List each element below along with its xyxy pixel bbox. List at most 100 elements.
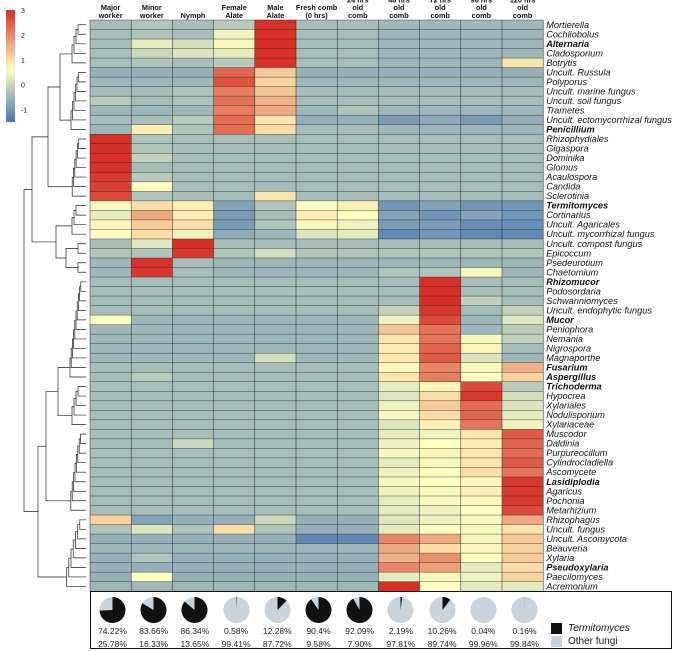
dendrogram-branch bbox=[80, 281, 86, 292]
heatmap-cell bbox=[213, 334, 256, 344]
heatmap-cell bbox=[337, 267, 379, 278]
heatmap-cell bbox=[296, 438, 338, 449]
heatmap-cell bbox=[460, 457, 503, 468]
heatmap-cell bbox=[254, 115, 297, 126]
heatmap-cell bbox=[213, 296, 256, 306]
pie-pct-termitomyces: 0.58% bbox=[224, 626, 249, 636]
row-label: Nigrospora bbox=[546, 343, 591, 353]
heatmap-cell bbox=[419, 562, 462, 573]
heatmap-cell bbox=[460, 305, 503, 316]
heatmap-cell bbox=[90, 143, 132, 154]
heatmap-cell bbox=[296, 67, 338, 78]
color-scale-tick: 3 bbox=[21, 8, 25, 15]
heatmap-cell bbox=[419, 200, 462, 211]
heatmap-cell bbox=[378, 48, 420, 59]
heatmap-cell bbox=[254, 77, 297, 87]
heatmap-cell bbox=[131, 277, 173, 287]
heatmap-cell bbox=[337, 20, 379, 30]
heatmap-cell bbox=[337, 391, 379, 402]
pie-svg bbox=[470, 597, 497, 623]
row-label: Rhizomucor bbox=[546, 277, 600, 287]
heatmap-cell bbox=[172, 315, 214, 325]
heatmap-cell bbox=[502, 153, 544, 164]
heatmap-cell bbox=[213, 343, 256, 354]
row-label: Xylariales bbox=[545, 401, 586, 411]
heatmap-cell bbox=[213, 48, 256, 59]
heatmap-cell bbox=[337, 219, 379, 230]
heatmap-cell bbox=[337, 210, 379, 221]
heatmap-cell bbox=[296, 191, 338, 202]
heatmap-cell bbox=[254, 572, 297, 582]
heatmap-cell bbox=[90, 248, 132, 259]
heatmap-cell bbox=[378, 86, 420, 97]
heatmap-cell bbox=[337, 572, 379, 582]
heatmap-cell bbox=[254, 153, 297, 164]
heatmap-cell bbox=[296, 581, 338, 592]
heatmap-cell bbox=[90, 581, 132, 592]
heatmap-cell bbox=[337, 448, 379, 459]
legend-swatch bbox=[551, 623, 562, 634]
heatmap-cell bbox=[131, 467, 173, 478]
heatmap-cell bbox=[419, 210, 462, 221]
color-scale-tick: -1 bbox=[21, 108, 27, 115]
heatmap-cell bbox=[213, 476, 256, 487]
heatmap-cell bbox=[378, 58, 420, 68]
heatmap-cell bbox=[254, 372, 297, 383]
heatmap-cell bbox=[254, 486, 297, 497]
dendrogram-branch bbox=[74, 158, 86, 178]
heatmap-cell bbox=[131, 134, 173, 145]
heatmap-cell bbox=[296, 96, 338, 106]
heatmap-cell bbox=[337, 410, 379, 421]
pie-pct-termitomyces: 2.19% bbox=[388, 626, 413, 636]
dendrogram-branch bbox=[78, 438, 86, 454]
heatmap-cell bbox=[254, 229, 297, 240]
heatmap-cell bbox=[419, 372, 462, 383]
heatmap-cell bbox=[90, 486, 132, 497]
heatmap-cell bbox=[378, 534, 420, 544]
heatmap-cell bbox=[254, 143, 297, 154]
dendrogram-branch bbox=[77, 262, 86, 273]
heatmap-cell bbox=[254, 238, 297, 249]
heatmap-cell bbox=[378, 553, 420, 563]
heatmap-cell bbox=[337, 248, 379, 259]
heatmap-cell bbox=[337, 172, 379, 183]
heatmap-cell bbox=[213, 534, 256, 544]
heatmap-cell bbox=[378, 277, 420, 287]
heatmap-cell bbox=[172, 296, 214, 306]
heatmap-cell bbox=[337, 286, 379, 297]
row-label: Cochliobolus bbox=[546, 29, 599, 39]
row-label: Polyporus bbox=[546, 77, 587, 87]
pie-pct-other: 97.81% bbox=[386, 639, 416, 649]
heatmap-cell bbox=[502, 67, 544, 78]
heatmap-cell bbox=[378, 381, 420, 392]
heatmap-cell bbox=[90, 67, 132, 78]
row-label: Peniophora bbox=[546, 324, 593, 334]
heatmap-cell bbox=[172, 77, 214, 87]
heatmap-cell bbox=[213, 286, 256, 297]
pie-chart bbox=[380, 592, 421, 631]
dendrogram-branch bbox=[31, 136, 56, 243]
heatmap-cell bbox=[254, 296, 297, 306]
row-label: Metarhizium bbox=[546, 505, 596, 515]
heatmap-cell bbox=[90, 381, 132, 392]
heatmap-cell bbox=[378, 543, 420, 554]
heatmap-cell bbox=[502, 77, 544, 87]
heatmap-cell bbox=[131, 324, 173, 335]
heatmap-cell bbox=[131, 315, 173, 325]
heatmap-cell bbox=[460, 476, 503, 487]
heatmap-cell bbox=[131, 400, 173, 411]
heatmap-cell bbox=[337, 486, 379, 497]
heatmap-cell bbox=[419, 581, 462, 592]
heatmap-cell bbox=[337, 29, 379, 40]
pie-svg bbox=[181, 597, 208, 623]
heatmap-cell bbox=[254, 277, 297, 287]
heatmap-cell bbox=[502, 457, 544, 468]
heatmap-cell bbox=[460, 210, 503, 221]
dendrogram-branch bbox=[55, 225, 72, 259]
heatmap-cell bbox=[378, 438, 420, 449]
heatmap-cell bbox=[172, 48, 214, 59]
heatmap-cell bbox=[460, 515, 503, 525]
heatmap-cell bbox=[172, 143, 214, 154]
heatmap-cell bbox=[419, 572, 462, 582]
